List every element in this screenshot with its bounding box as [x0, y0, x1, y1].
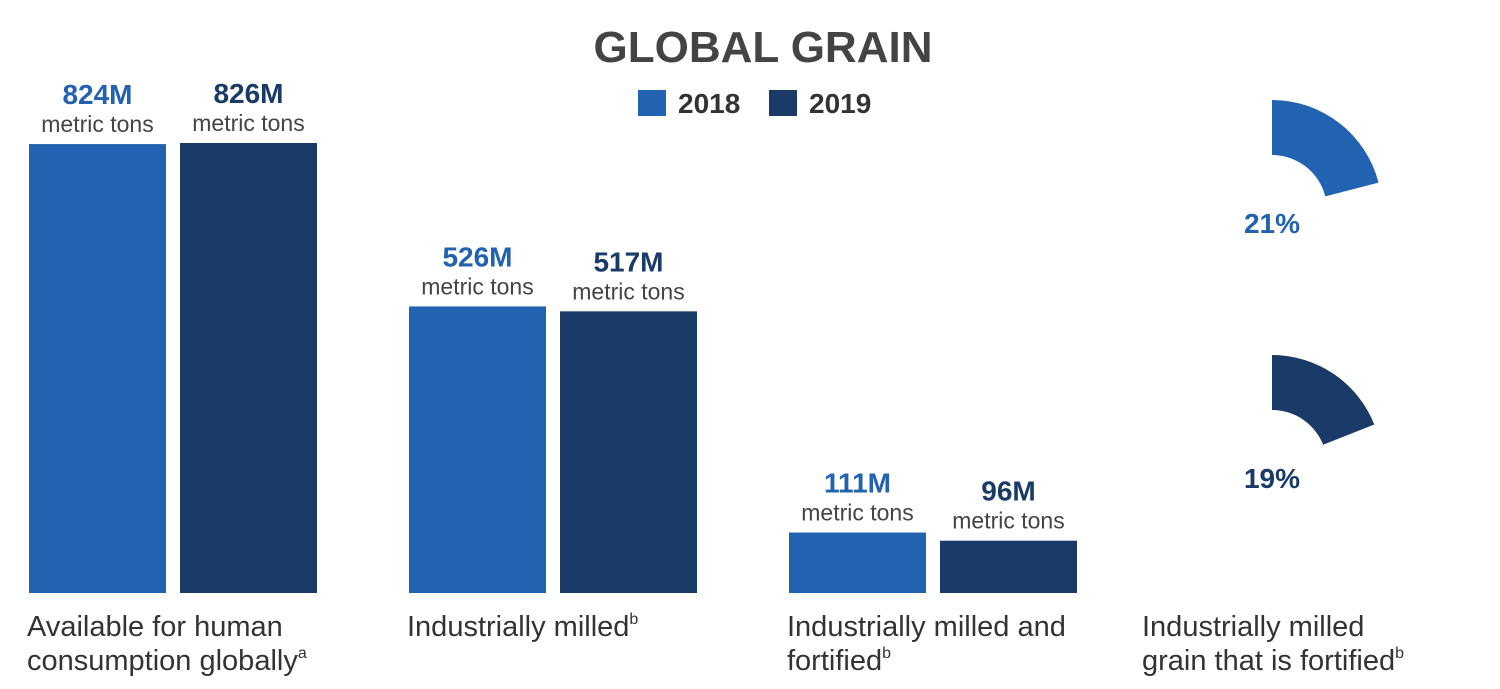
footnote-mark: b [1395, 645, 1404, 662]
unit-label: metric tons [192, 110, 304, 136]
bar [29, 144, 166, 593]
footnote-mark: a [297, 645, 307, 662]
bar [789, 532, 926, 593]
category-label: Industrially milled grain that is fortif… [1142, 610, 1432, 678]
bar [180, 143, 317, 593]
unit-label: metric tons [801, 500, 913, 526]
category-label: Industrially milledb [407, 610, 697, 644]
category-text: Industrially milled grain that is fortif… [1142, 611, 1396, 677]
category-text: Industrially milled [407, 611, 630, 643]
value-label: 826M [213, 78, 283, 109]
legend-swatch [638, 90, 666, 116]
footnote-mark: b [882, 645, 892, 662]
unit-label: metric tons [952, 508, 1064, 534]
unit-label: metric tons [421, 273, 533, 299]
value-label: 111M [824, 468, 891, 499]
bar [940, 540, 1077, 593]
unit-label: metric tons [572, 278, 684, 304]
footnote-mark: b [629, 611, 639, 628]
value-label: 19% [1244, 463, 1300, 494]
wedge [1272, 100, 1379, 197]
value-label: 21% [1244, 208, 1300, 239]
chart-title: GLOBAL GRAIN [594, 23, 933, 72]
value-label: 526M [442, 241, 512, 272]
category-text: Available for human consumption globally [27, 611, 298, 677]
value-label: 824M [62, 79, 132, 110]
unit-label: metric tons [41, 111, 153, 137]
legend-label: 2018 [678, 88, 740, 119]
category-text: Industrially milled and fortified [787, 611, 1066, 677]
category-label: Available for human consumption globally… [27, 610, 317, 678]
value-label: 96M [981, 476, 1035, 507]
value-label: 517M [593, 246, 663, 277]
legend-swatch [769, 90, 797, 116]
bar [560, 311, 697, 593]
wedge [1272, 355, 1375, 445]
category-label: Industrially milled and fortifiedb [787, 610, 1077, 678]
bar [409, 306, 546, 593]
legend-label: 2019 [809, 88, 871, 119]
